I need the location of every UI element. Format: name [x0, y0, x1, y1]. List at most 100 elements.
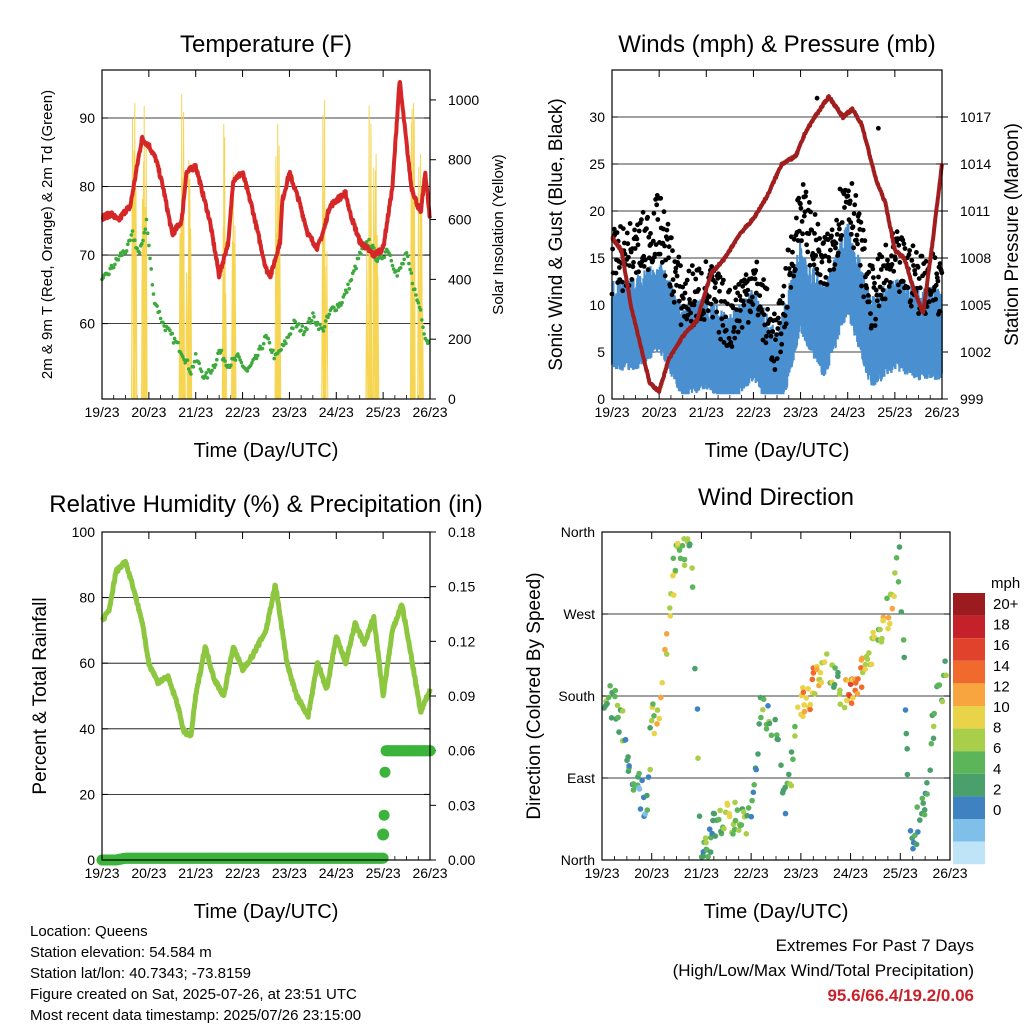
dewpoint-point [137, 251, 142, 255]
gust-point [886, 284, 892, 289]
chart-title: Wind Direction [698, 484, 854, 511]
gust-point [678, 263, 683, 269]
gust-point [701, 310, 706, 316]
direction-point [615, 714, 621, 721]
dewpoint-point [185, 358, 190, 363]
dewpoint-point [312, 315, 316, 319]
dewpoint-point [307, 316, 312, 321]
gust-point [912, 268, 918, 273]
direction-point [901, 654, 907, 661]
dewpoint-point [170, 331, 175, 336]
dewpoint-point [149, 267, 153, 271]
direction-point [711, 810, 718, 817]
gust-point [857, 262, 863, 268]
dewpoint-point [410, 281, 415, 286]
gust-point [778, 349, 783, 355]
direction-point [801, 708, 808, 715]
y-tick-label: 70 [79, 247, 95, 263]
dewpoint-point [305, 327, 309, 332]
gust-point [716, 329, 722, 335]
direction-point [758, 714, 764, 721]
y-tick-label: 10 [589, 297, 605, 313]
gust-point [850, 224, 856, 230]
y-right-tick-label: 999 [960, 391, 984, 407]
direction-point [807, 706, 813, 713]
gust-point [805, 249, 811, 255]
gust-point [778, 331, 784, 337]
dewpoint-point [293, 320, 298, 324]
dewpoint-point [398, 266, 403, 270]
gust-point [684, 277, 690, 283]
gust-point [667, 283, 673, 289]
direction-point [866, 650, 872, 656]
chart-panel-3: Wind DirectionNorthEastSouthWestNorth19/… [524, 484, 968, 923]
gust-point [897, 260, 903, 265]
dewpoint-point [266, 336, 271, 341]
gust-point [733, 297, 739, 303]
x-tick-label: 24/23 [833, 865, 868, 881]
gust-point [800, 231, 805, 237]
legend-label: 4 [993, 761, 1001, 778]
gust-point [688, 310, 693, 316]
direction-point [930, 735, 937, 742]
gust-point [734, 307, 739, 312]
gust-point [755, 312, 761, 318]
gust-point [799, 219, 805, 224]
gust-point [902, 246, 908, 251]
gust-point [696, 287, 701, 292]
direction-point [763, 726, 770, 732]
gust-point [619, 279, 625, 285]
direction-point [694, 706, 701, 712]
x-tick-label: 25/23 [366, 404, 401, 420]
direction-point [760, 696, 767, 703]
dewpoint-point [237, 355, 241, 359]
gust-point [790, 249, 795, 255]
y-tick-label: East [567, 770, 595, 786]
x-tick-label: 19/23 [84, 404, 119, 420]
y-tick-label: 15 [589, 250, 605, 266]
recent-text: Most recent data timestamp: 2025/07/26 2… [30, 1007, 362, 1024]
gust-point [907, 248, 912, 253]
dewpoint-point [414, 293, 418, 297]
gust-point [640, 209, 646, 215]
y-tick-label: 20 [589, 203, 605, 219]
dewpoint-point [349, 278, 354, 282]
series-direction [601, 536, 949, 860]
dewpoint-point [418, 308, 423, 312]
gust-point [774, 332, 779, 337]
gust-point [873, 287, 879, 293]
direction-point [768, 732, 775, 739]
direction-point [792, 733, 798, 739]
direction-point [760, 706, 766, 713]
direction-point [831, 681, 838, 688]
dewpoint-point [124, 249, 129, 253]
dewpoint-point [388, 253, 393, 257]
y-right-axis-label: Station Pressure (Maroon) [1002, 123, 1023, 346]
gust-point [737, 293, 743, 299]
direction-point [637, 806, 644, 812]
gust-point [875, 125, 881, 131]
direction-point [836, 691, 843, 697]
gust-point [825, 231, 830, 237]
gust-point [849, 181, 855, 186]
extremes-subtitle: (High/Low/Max Wind/Total Precipitation) [672, 961, 974, 980]
direction-point [927, 767, 933, 773]
dewpoint-point [401, 261, 405, 266]
y-tick-label: 100 [72, 524, 96, 540]
gust-point [703, 259, 709, 265]
direction-point [604, 700, 610, 707]
gust-point [696, 266, 702, 272]
gust-point [782, 313, 788, 318]
gust-point [882, 296, 888, 302]
dewpoint-point [130, 229, 135, 233]
y-tick-label: 60 [79, 316, 95, 332]
dewpoint-point [299, 328, 303, 333]
gust-point [807, 262, 813, 268]
dewpoint-point [191, 365, 196, 369]
direction-point [716, 816, 722, 823]
dewpoint-point [407, 261, 411, 266]
y-tick-label: 20 [79, 786, 95, 802]
dewpoint-point [301, 332, 306, 337]
gust-point [738, 308, 743, 313]
direction-point [732, 799, 738, 806]
